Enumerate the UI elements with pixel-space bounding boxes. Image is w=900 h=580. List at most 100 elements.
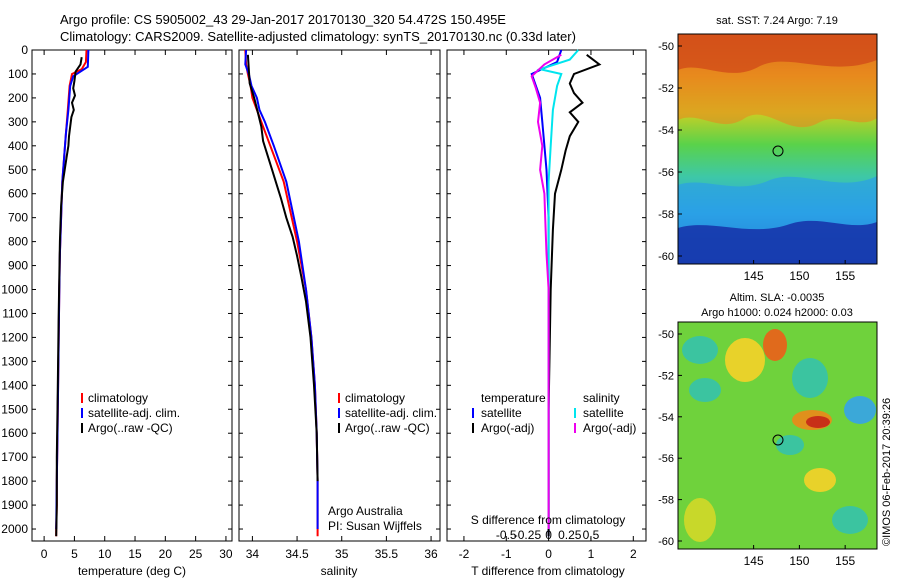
sla-low (792, 358, 828, 398)
legend-title-temperature: temperature (481, 391, 546, 405)
sst-hot-band (678, 34, 877, 73)
x-tick-label: 5 (71, 547, 78, 561)
map-x-tick-label: 145 (744, 269, 764, 283)
difference-panel (446, 49, 647, 542)
x-tick-label: -1 (501, 547, 512, 561)
salinity-plot: 34 34.5 35 35.5 36 (239, 49, 440, 561)
depth-tick-label: 100 (8, 67, 28, 81)
map-y-tick-label: -56 (658, 453, 674, 465)
map-y-tick-label: -52 (658, 370, 674, 382)
series-argo-raw-qc (246, 54, 319, 482)
sla-high (804, 468, 836, 492)
sst-cold-band (678, 220, 877, 264)
x-tick-label: 2 (630, 547, 637, 561)
depth-tick-label: 0 (21, 43, 28, 57)
map-y-tick-label: -54 (658, 125, 674, 137)
temperature-plot: 0 5 10 15 20 25 30 (32, 49, 233, 561)
difference-plot: -2 -1 0 1 2-0.5-0.25 0 0.25 0.5 (447, 49, 646, 561)
depth-tick-label: 800 (8, 235, 28, 249)
title-line-1: Argo profile: CS 5905002_43 29-Jan-2017 … (60, 12, 506, 27)
float-location-marker (772, 434, 784, 446)
sla-map-title-1: Altim. SLA: -0.0035 (730, 292, 825, 304)
series-argo-adj (547, 54, 602, 537)
map-y-tick-label: -50 (658, 41, 674, 53)
sla-map-title-2: Argo h1000: 0.024 h2000: 0.03 (701, 307, 853, 319)
temperature-axis-label: temperature (deg C) (78, 564, 186, 578)
sst-map (678, 34, 877, 264)
x-tick-label: 0 (545, 547, 552, 561)
legend-label: satellite-adj. clim. (345, 406, 437, 420)
x-tick-label: 34 (246, 547, 260, 561)
depth-tick-label: 1000 (1, 283, 28, 297)
map-y-tick-label: -60 (658, 251, 674, 263)
sla-low (844, 396, 876, 424)
legend-label: climatology (345, 391, 405, 405)
depth-tick-label: 1200 (1, 330, 28, 344)
sla-high (725, 338, 765, 382)
depth-tick-label: 300 (8, 115, 28, 129)
map-y-tick-label: -58 (658, 209, 674, 221)
depth-tick-label: 500 (8, 163, 28, 177)
series-satellite (536, 49, 580, 529)
x2-tick-label: 0.25 (558, 528, 582, 542)
sla-high (684, 498, 716, 542)
map-x-tick-label: 155 (835, 554, 855, 568)
legend-label: satellite (583, 406, 624, 420)
map-y-tick-label: -54 (658, 412, 674, 424)
depth-tick-label: 1300 (1, 354, 28, 368)
sla-low (682, 336, 718, 364)
depth-tick-label: 2000 (1, 522, 28, 536)
legend-title-salinity: salinity (583, 391, 620, 405)
legend-label: satellite-adj. clim. (88, 406, 180, 420)
x-tick-label: 1 (588, 547, 595, 561)
depth-tick-label: 1800 (1, 474, 28, 488)
annotation-argo-australia: Argo Australia (328, 504, 403, 518)
salinity-axis-label: salinity (321, 564, 358, 578)
series-argo-adj (530, 53, 562, 529)
sla-low (832, 506, 868, 534)
salinity-panel (238, 49, 441, 542)
x-tick-label: 30 (219, 547, 233, 561)
series-satellite (530, 49, 563, 537)
x-tick-label: 36 (424, 547, 438, 561)
map-y-tick-label: -58 (658, 495, 674, 507)
temperature-legend: climatology satellite-adj. clim. Argo(..… (81, 391, 180, 435)
x-tick-label: 10 (98, 547, 112, 561)
x2-tick-label: -0.25 (514, 528, 542, 542)
x-tick-label: 15 (128, 547, 142, 561)
x-tick-label: 25 (189, 547, 203, 561)
x2-tick-label: 0.5 (583, 528, 600, 542)
depth-axis: 0 100 200 300 400 500 600 700 800 900 1000 1100 1200… (1, 43, 28, 536)
depth-tick-label: 600 (8, 187, 28, 201)
map-y-tick-label: -56 (658, 167, 674, 179)
t-difference-axis-label: T difference from climatology (471, 564, 625, 578)
map-y-tick-label: -52 (658, 83, 674, 95)
depth-tick-label: 1400 (1, 378, 28, 392)
salinity-legend: climatology satellite-adj. clim. Argo(..… (338, 391, 437, 435)
legend-label: Argo(..raw -QC) (345, 421, 430, 435)
difference-legend: temperature salinity satellite Argo(-adj… (472, 391, 636, 435)
sst-map-axes: 145 150 155 -50 -52 -54 -56 -58 -60 (658, 41, 855, 283)
x-tick-label: -2 (459, 547, 470, 561)
legend-label: Argo(-adj) (481, 421, 534, 435)
legend-label: Argo(-adj) (583, 421, 636, 435)
x-tick-label: 35.5 (375, 547, 399, 561)
series-satellite-adj-clim (55, 49, 90, 530)
series-satellite-adj-clim (244, 49, 319, 529)
x-tick-label: 0 (41, 547, 48, 561)
title-line-2: Climatology: CARS2009. Satellite-adjuste… (60, 29, 576, 44)
depth-tick-label: 1900 (1, 498, 28, 512)
temperature-panel (31, 49, 233, 542)
sla-high (763, 329, 787, 361)
legend-label: climatology (88, 391, 148, 405)
sst-map-frame (677, 33, 878, 265)
sst-map-title: sat. SST: 7.24 Argo: 7.19 (716, 15, 838, 27)
depth-tick-label: 1100 (2, 306, 28, 320)
x-tick-label: 34.5 (285, 547, 309, 561)
map-x-tick-label: 155 (835, 269, 855, 283)
depth-tick-label: 1600 (1, 426, 28, 440)
float-location-marker (772, 145, 784, 157)
map-y-tick-label: -60 (658, 536, 674, 548)
depth-tick-label: 200 (8, 91, 28, 105)
